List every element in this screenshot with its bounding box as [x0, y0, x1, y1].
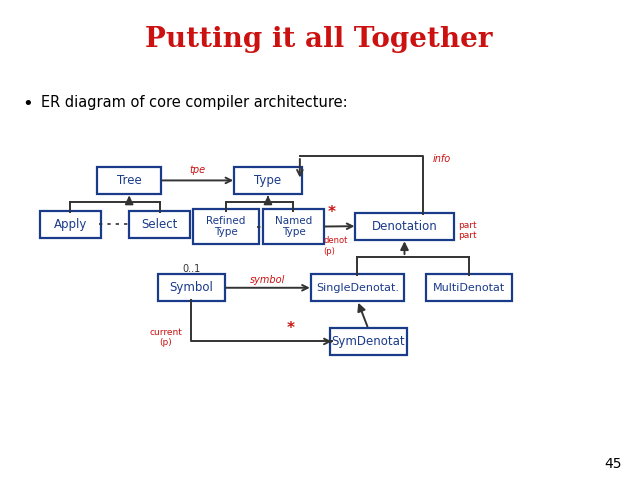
FancyBboxPatch shape: [263, 209, 324, 244]
Text: Type: Type: [255, 174, 281, 187]
FancyBboxPatch shape: [97, 167, 161, 194]
Text: current
(p): current (p): [149, 328, 182, 347]
Text: Tree: Tree: [117, 174, 142, 187]
Text: SingleDenotat.: SingleDenotat.: [316, 283, 399, 293]
FancyBboxPatch shape: [129, 211, 190, 238]
Text: Refined
Type: Refined Type: [206, 216, 246, 237]
Text: info: info: [433, 154, 451, 164]
Text: ER diagram of core compiler architecture:: ER diagram of core compiler architecture…: [41, 95, 348, 110]
FancyBboxPatch shape: [234, 167, 302, 194]
Text: •: •: [22, 95, 33, 114]
Text: *: *: [287, 321, 295, 336]
FancyBboxPatch shape: [158, 274, 225, 301]
Text: Named
Type: Named Type: [275, 216, 312, 237]
Text: 0..1: 0..1: [182, 264, 200, 274]
Text: *: *: [327, 205, 336, 219]
Text: MultiDenotat: MultiDenotat: [433, 283, 505, 293]
FancyBboxPatch shape: [355, 213, 454, 240]
Text: 45: 45: [605, 457, 622, 471]
Text: tpe: tpe: [189, 165, 206, 175]
Text: part
part: part part: [458, 221, 477, 240]
FancyBboxPatch shape: [193, 209, 259, 244]
Text: Symbol: Symbol: [170, 281, 213, 294]
Text: denot
(p): denot (p): [323, 237, 348, 256]
Text: Apply: Apply: [54, 217, 87, 231]
FancyBboxPatch shape: [330, 328, 407, 355]
FancyBboxPatch shape: [311, 274, 404, 301]
Text: Putting it all Together: Putting it all Together: [145, 25, 493, 53]
Text: Select: Select: [141, 217, 178, 231]
Text: SymDenotat: SymDenotat: [332, 335, 405, 348]
FancyBboxPatch shape: [426, 274, 512, 301]
Text: symbol: symbol: [250, 275, 286, 285]
FancyBboxPatch shape: [40, 211, 101, 238]
Text: Denotation: Denotation: [371, 220, 438, 233]
